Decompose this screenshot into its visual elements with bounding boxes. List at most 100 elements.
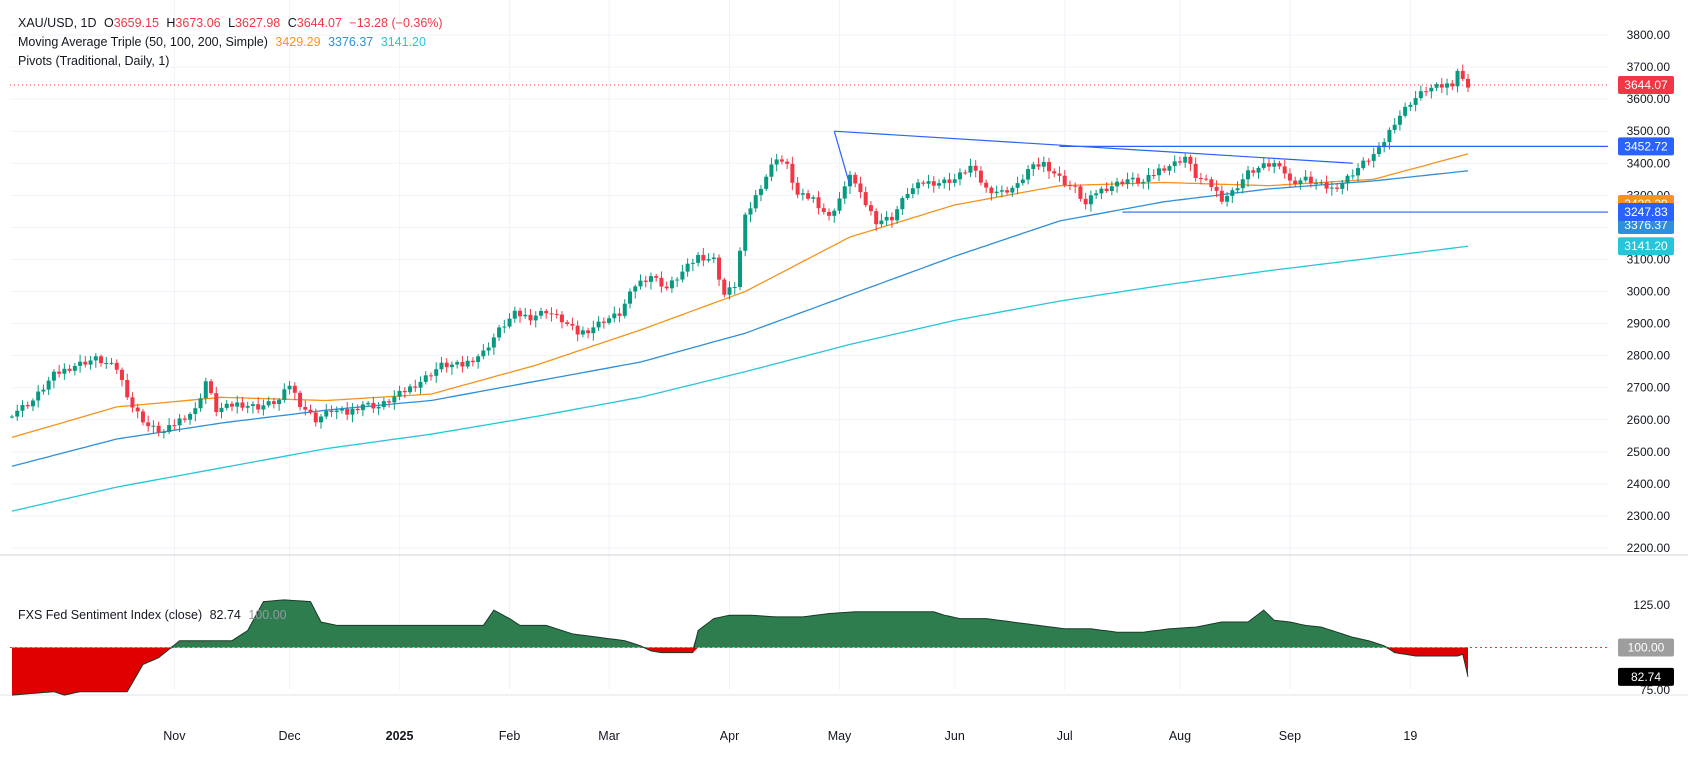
candle-body [1136, 177, 1141, 184]
candle-body [989, 187, 994, 194]
price-axis-tick-label: 3400.00 [1627, 156, 1671, 170]
candle-body [146, 422, 151, 427]
time-axis-label: 19 [1403, 729, 1417, 743]
candle-body [1010, 187, 1015, 193]
close-value: 3644.07 [296, 16, 342, 30]
candle-body [669, 280, 674, 289]
candle-body [1041, 161, 1046, 167]
candle-body [1418, 91, 1423, 99]
candle-body [1225, 195, 1230, 202]
candle-body [711, 257, 716, 260]
candle-body [1460, 70, 1465, 79]
candle-body [1266, 163, 1271, 167]
candle-body [298, 392, 303, 407]
candle-body [1350, 175, 1355, 177]
candle-body [654, 276, 659, 278]
candle-body [1392, 124, 1397, 130]
price-axis-tick-label: 3700.00 [1627, 60, 1671, 74]
candle-body [1193, 163, 1198, 178]
candle-body [46, 380, 51, 390]
candle-body [1335, 187, 1340, 189]
candle-body [1177, 161, 1182, 163]
candle-body [1183, 156, 1188, 163]
candle-body [292, 385, 297, 393]
candle-body [659, 277, 664, 287]
candle-body [1413, 98, 1418, 105]
candle-body [329, 410, 334, 413]
candle-body [203, 381, 208, 399]
candle-body [1450, 83, 1455, 87]
candle-body [1151, 175, 1156, 177]
candle-body [889, 216, 894, 221]
candle-body [570, 323, 575, 326]
time-axis-label: Jun [945, 729, 965, 743]
candle-body [261, 405, 266, 410]
candle-body [30, 400, 35, 407]
candle-body [1031, 164, 1036, 170]
price-tag [1618, 75, 1674, 94]
candle-body [476, 356, 481, 363]
price-axis-tick-label: 2900.00 [1627, 317, 1671, 331]
candle-body [853, 174, 858, 184]
price-axis-tick-label: 2700.00 [1627, 381, 1671, 395]
candle-body [1120, 181, 1125, 184]
candle-body [460, 362, 465, 367]
trendline-left-leg [833, 131, 851, 186]
price-axis-tick-label: 2500.00 [1627, 445, 1671, 459]
candle-body [502, 326, 507, 328]
candle-body [1356, 168, 1361, 176]
candle-body [638, 280, 643, 287]
sentiment-negative-area [12, 647, 1468, 696]
candle-body [1272, 163, 1277, 167]
candle-body [1083, 198, 1088, 205]
candle-body [895, 209, 900, 221]
candle-body [402, 390, 407, 393]
candle-body [544, 310, 549, 314]
candle-body [235, 402, 240, 407]
candle-body [931, 181, 936, 186]
candle-body [1209, 179, 1214, 187]
sentiment-ref-tag-label: 100.00 [1628, 641, 1665, 655]
candle-body [774, 159, 779, 165]
candle-body [125, 379, 130, 398]
candle-body [1156, 168, 1161, 176]
candle-body [277, 399, 282, 405]
candle-body [36, 391, 41, 401]
candle-body [167, 425, 172, 432]
candle-body [1455, 70, 1460, 87]
candle-body [538, 310, 543, 316]
ma-legend: Moving Average Triple (50, 100, 200, Sim… [18, 35, 430, 49]
candle-body [1387, 129, 1392, 143]
candle-body [596, 321, 601, 328]
ma100-value: 3376.37 [328, 35, 374, 49]
candle-body [1005, 190, 1010, 193]
candle-body [1188, 156, 1193, 164]
candle-body [1094, 193, 1099, 196]
candle-body [1078, 186, 1083, 199]
candle-body [1340, 183, 1345, 189]
candle-body [633, 286, 638, 292]
candle-body [266, 401, 271, 406]
price-axis-tick-label: 2200.00 [1627, 541, 1671, 555]
candle-body [408, 386, 413, 393]
candle-body [1277, 163, 1282, 167]
candle-body [1104, 188, 1109, 192]
candle-body [25, 405, 30, 407]
candle-body [507, 318, 512, 327]
sentiment-label: FXS Fed Sentiment Index (close) [18, 608, 203, 622]
candle-body [957, 172, 962, 180]
candle-body [455, 362, 460, 365]
candle-body [1345, 175, 1350, 184]
candle-body [1251, 170, 1256, 173]
candle-body [769, 164, 774, 177]
sentiment-positive-area [12, 599, 1468, 648]
candle-body [287, 385, 292, 390]
price-axis-tick-label: 2800.00 [1627, 349, 1671, 363]
candle-body [1047, 161, 1052, 172]
price-tag [1618, 137, 1674, 156]
candle-body [1314, 182, 1319, 184]
candle-body [1052, 171, 1057, 174]
candle-body [397, 390, 402, 397]
candle-body [360, 404, 365, 411]
